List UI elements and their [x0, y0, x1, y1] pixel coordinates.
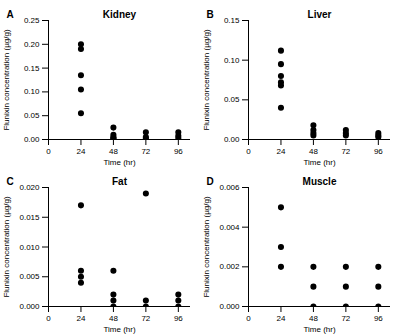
svg-text:0.25: 0.25 — [24, 16, 40, 25]
svg-text:24: 24 — [277, 147, 286, 156]
svg-text:Kidney: Kidney — [103, 9, 137, 20]
svg-text:0.05: 0.05 — [224, 95, 240, 104]
svg-text:48: 48 — [309, 147, 318, 156]
svg-text:0: 0 — [46, 147, 51, 156]
svg-text:96: 96 — [374, 314, 383, 323]
svg-text:72: 72 — [141, 147, 150, 156]
svg-text:0.20: 0.20 — [24, 40, 40, 49]
svg-text:24: 24 — [77, 314, 86, 323]
svg-text:D: D — [207, 176, 214, 187]
svg-text:0.000: 0.000 — [19, 302, 40, 311]
svg-text:72: 72 — [341, 147, 350, 156]
svg-text:Flunixin concentration (µg/g): Flunixin concentration (µg/g) — [2, 29, 11, 130]
svg-text:Flunixin concentration (µg/g): Flunixin concentration (µg/g) — [202, 29, 211, 130]
svg-text:0.005: 0.005 — [19, 272, 40, 281]
svg-text:Flunixin concentration (µg/g): Flunixin concentration (µg/g) — [2, 196, 11, 297]
svg-text:Time (hr): Time (hr) — [103, 158, 135, 167]
svg-text:24: 24 — [277, 314, 286, 323]
svg-text:0.15: 0.15 — [224, 16, 240, 25]
svg-text:48: 48 — [309, 314, 318, 323]
svg-text:B: B — [207, 9, 214, 20]
svg-text:Time (hr): Time (hr) — [303, 325, 335, 334]
svg-text:0: 0 — [246, 147, 251, 156]
svg-text:0.010: 0.010 — [19, 243, 40, 252]
svg-text:0.10: 0.10 — [224, 56, 240, 65]
svg-text:0.004: 0.004 — [219, 223, 240, 232]
svg-text:0.15: 0.15 — [24, 64, 40, 73]
svg-text:C: C — [7, 176, 14, 187]
svg-text:72: 72 — [141, 314, 150, 323]
svg-text:Flunixin concentration (µg/g): Flunixin concentration (µg/g) — [202, 196, 211, 297]
svg-text:96: 96 — [174, 147, 183, 156]
svg-text:Time (hr): Time (hr) — [103, 325, 135, 334]
svg-text:0.10: 0.10 — [24, 87, 40, 96]
svg-text:Time (hr): Time (hr) — [303, 158, 335, 167]
svg-text:A: A — [7, 9, 14, 20]
svg-text:0.00: 0.00 — [224, 135, 240, 144]
svg-text:Fat: Fat — [112, 176, 128, 187]
svg-text:Muscle: Muscle — [303, 176, 337, 187]
svg-text:72: 72 — [341, 314, 350, 323]
svg-text:96: 96 — [174, 314, 183, 323]
svg-text:0.05: 0.05 — [24, 111, 40, 120]
svg-text:0.006: 0.006 — [219, 183, 240, 192]
svg-text:Liver: Liver — [308, 9, 332, 20]
svg-text:0.002: 0.002 — [219, 262, 240, 271]
svg-text:48: 48 — [109, 314, 118, 323]
svg-text:0: 0 — [246, 314, 251, 323]
svg-text:0: 0 — [46, 314, 51, 323]
svg-text:0.020: 0.020 — [19, 183, 40, 192]
svg-text:0.00: 0.00 — [24, 135, 40, 144]
svg-text:24: 24 — [77, 147, 86, 156]
svg-text:48: 48 — [109, 147, 118, 156]
svg-text:0.015: 0.015 — [19, 213, 40, 222]
svg-text:96: 96 — [374, 147, 383, 156]
svg-text:0.000: 0.000 — [219, 302, 240, 311]
